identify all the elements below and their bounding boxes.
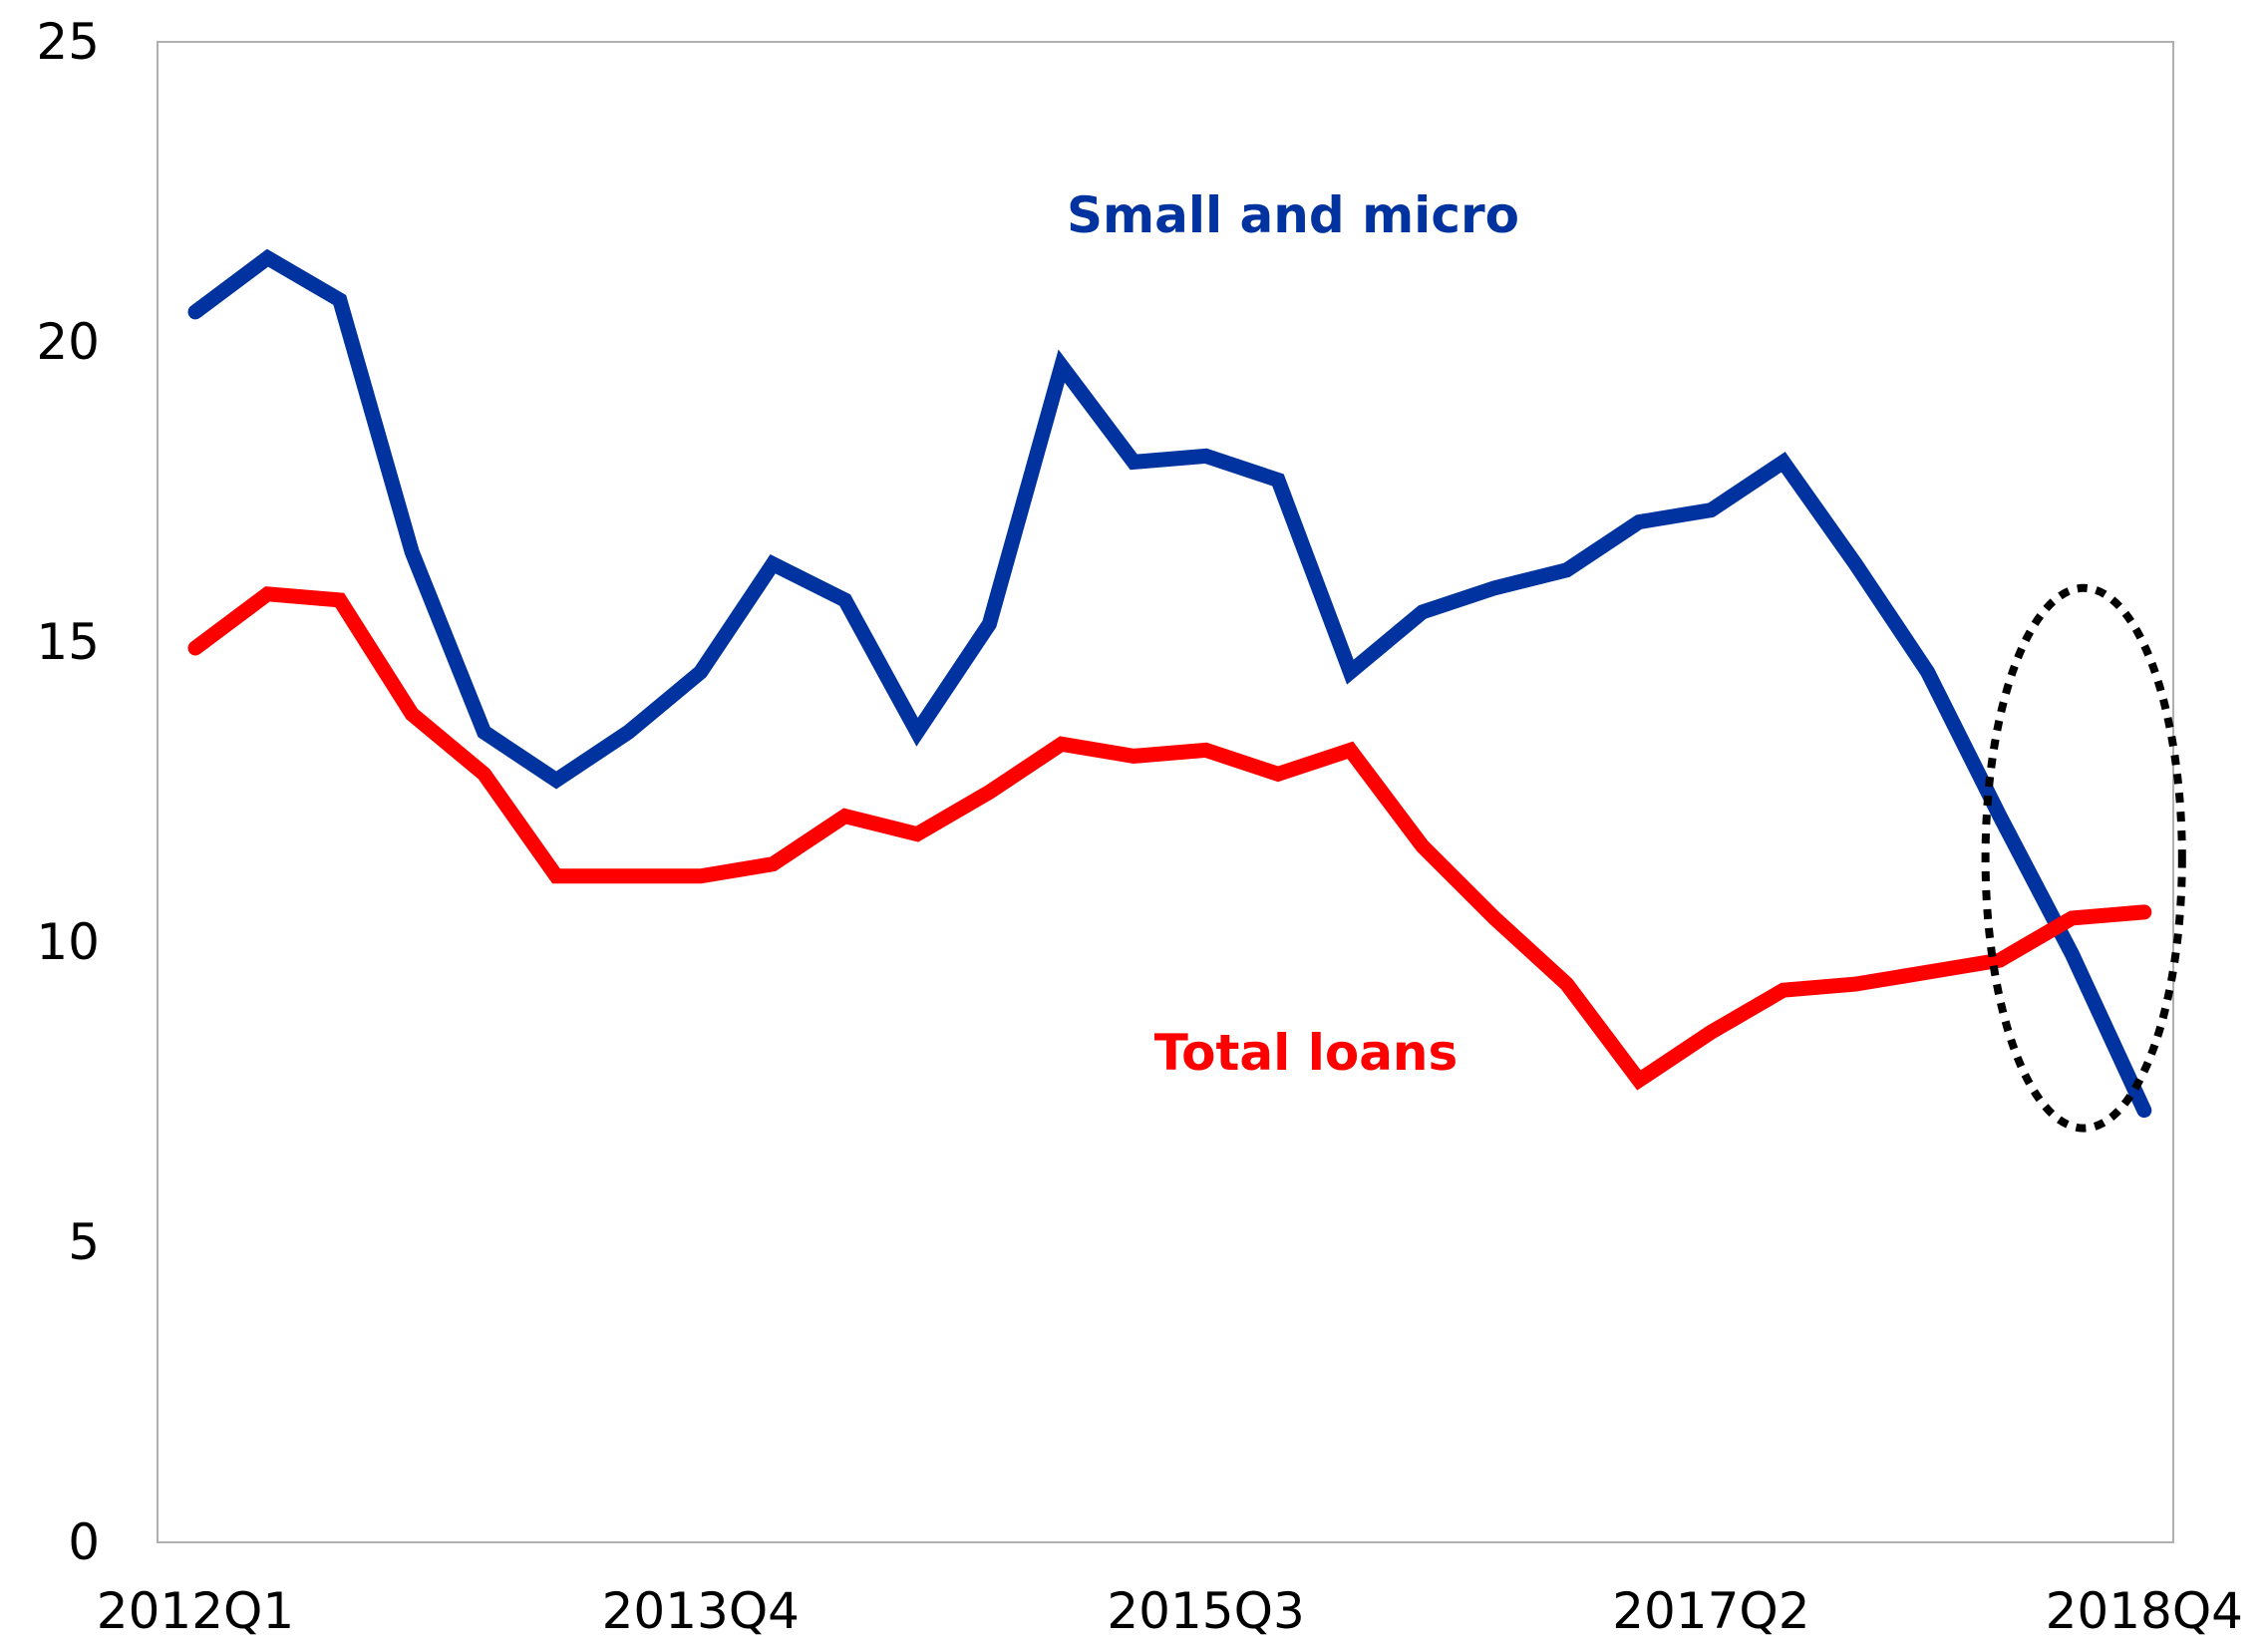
x-tick-label: 2017Q2 (1612, 1582, 1809, 1640)
y-tick-label: 10 (36, 913, 100, 971)
series-line-small-and-micro (187, 248, 2152, 1119)
plot-area-frame (157, 41, 2174, 1543)
highlight-ellipse (1981, 583, 2186, 1133)
series-group (187, 248, 2152, 1119)
y-tick-label: 15 (36, 613, 100, 671)
y-axis: 0 5 10 15 20 25 (36, 13, 100, 1571)
y-tick-label: 20 (36, 313, 100, 371)
y-tick-label: 0 (68, 1513, 100, 1571)
x-tick-label: 2015Q3 (1107, 1582, 1304, 1640)
series-label-total-loans: Total loans (1154, 1024, 1458, 1082)
x-tick-label: 2012Q1 (97, 1582, 294, 1640)
x-tick-label: 2018Q4 (2046, 1582, 2243, 1640)
y-tick-label: 25 (36, 13, 100, 71)
series-line-total-loans (187, 586, 2152, 1091)
x-axis: 2012Q1 2013Q4 2015Q3 2017Q2 2018Q4 (97, 1582, 2243, 1640)
y-tick-label: 5 (68, 1213, 100, 1271)
series-label-small-and-micro: Small and micro (1067, 186, 1519, 244)
x-tick-label: 2013Q4 (602, 1582, 800, 1640)
